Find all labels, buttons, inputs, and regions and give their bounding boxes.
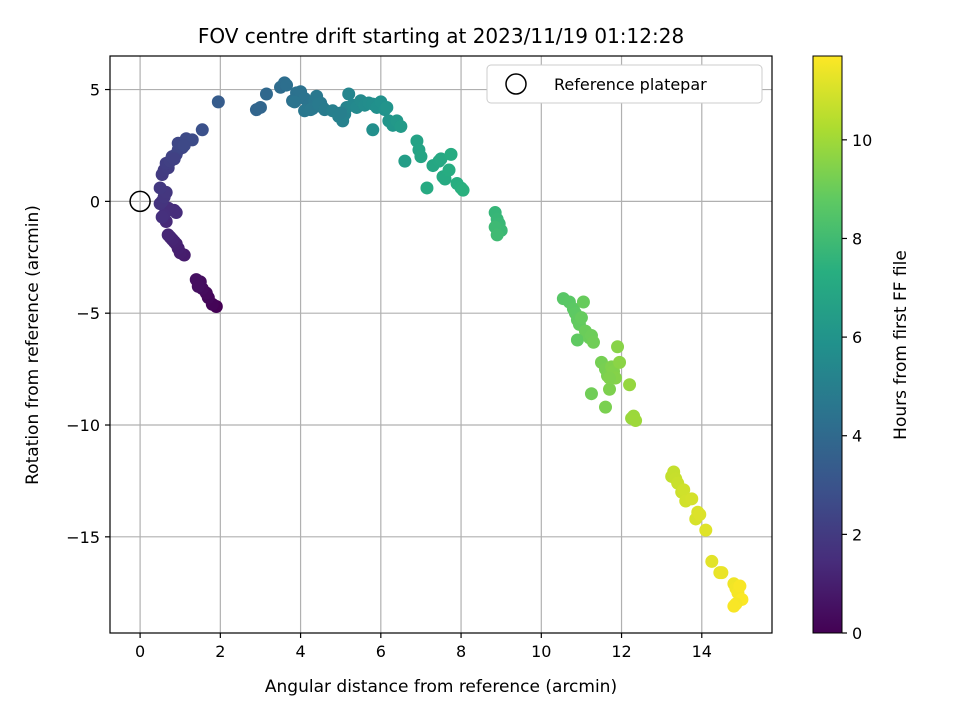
data-point: [611, 340, 625, 354]
data-point: [288, 95, 302, 109]
data-point: [161, 228, 175, 242]
data-point: [177, 138, 191, 152]
data-point: [613, 355, 627, 369]
data-point: [629, 414, 643, 428]
data-point: [623, 378, 637, 392]
data-point: [570, 333, 584, 347]
data-point: [420, 181, 434, 195]
x-tick-label: 8: [456, 642, 466, 661]
data-point: [693, 507, 707, 521]
data-points: [153, 76, 749, 613]
x-tick-label: 2: [215, 642, 225, 661]
y-axis-ticks: 5 0 −5 −10 −15: [66, 81, 110, 547]
y-tick-label: 0: [90, 192, 100, 211]
y-axis-label: Rotation from reference (arcmin): [23, 205, 43, 485]
data-point: [715, 566, 729, 580]
data-point: [366, 123, 380, 137]
data-point: [259, 87, 273, 101]
data-point: [685, 492, 699, 506]
data-point: [456, 183, 470, 197]
data-point: [380, 100, 394, 114]
y-tick-label: −5: [76, 304, 100, 323]
colorbar-tick-label: 6: [852, 328, 862, 347]
x-tick-label: 4: [295, 642, 305, 661]
data-point: [586, 335, 600, 349]
y-tick-label: −15: [66, 528, 100, 547]
data-point: [699, 523, 713, 537]
colorbar-tick-label: 4: [852, 427, 862, 446]
x-tick-label: 10: [531, 642, 551, 661]
data-point: [584, 387, 598, 401]
data-point: [598, 400, 612, 414]
colorbar: [812, 55, 843, 634]
colorbar-tick-label: 0: [852, 624, 862, 643]
data-point: [727, 599, 741, 613]
data-point: [167, 152, 181, 166]
legend: Reference platepar: [486, 64, 763, 104]
data-point: [574, 311, 588, 325]
colorbar-ticks: 0 2 4 6 8 10: [842, 131, 872, 643]
colorbar-label: Hours from first FF file: [891, 250, 911, 440]
data-point: [280, 78, 294, 92]
x-axis-ticks: 0 2 4 6 8 10 12 14: [135, 633, 712, 661]
data-point: [153, 181, 167, 195]
data-point: [195, 123, 209, 137]
data-point: [414, 150, 428, 164]
data-point: [677, 483, 691, 497]
x-tick-label: 14: [692, 642, 712, 661]
reference-marker-group: [129, 190, 151, 213]
data-point: [576, 295, 590, 309]
y-tick-label: 5: [90, 81, 100, 100]
data-point: [211, 95, 225, 109]
data-point: [398, 154, 412, 168]
x-tick-label: 0: [135, 642, 145, 661]
data-point: [444, 147, 458, 161]
colorbar-tick-label: 8: [852, 229, 862, 248]
legend-reference-marker: [505, 73, 527, 95]
data-point: [603, 371, 617, 385]
data-point: [191, 279, 205, 293]
x-tick-label: 6: [376, 642, 386, 661]
x-tick-label: 12: [611, 642, 631, 661]
data-point: [705, 554, 719, 568]
grid-lines: [110, 56, 772, 633]
colorbar-tick-label: 2: [852, 525, 862, 544]
data-point: [334, 106, 348, 120]
data-point: [253, 100, 267, 114]
data-point: [394, 119, 408, 133]
data-point: [342, 87, 356, 101]
data-point: [603, 382, 617, 396]
legend-box: [486, 64, 763, 104]
reference-marker: [129, 190, 151, 213]
data-point: [155, 210, 169, 224]
data-point: [442, 163, 456, 177]
data-point: [490, 228, 504, 242]
data-point: [434, 152, 448, 166]
chart-title: FOV centre drift starting at 2023/11/19 …: [198, 24, 684, 48]
data-point: [733, 579, 747, 593]
y-tick-label: −10: [66, 416, 100, 435]
plot-frame: [109, 55, 773, 634]
legend-label: Reference platepar: [554, 75, 707, 94]
colorbar-tick-label: 10: [852, 131, 872, 150]
x-axis-label: Angular distance from reference (arcmin): [265, 677, 617, 697]
